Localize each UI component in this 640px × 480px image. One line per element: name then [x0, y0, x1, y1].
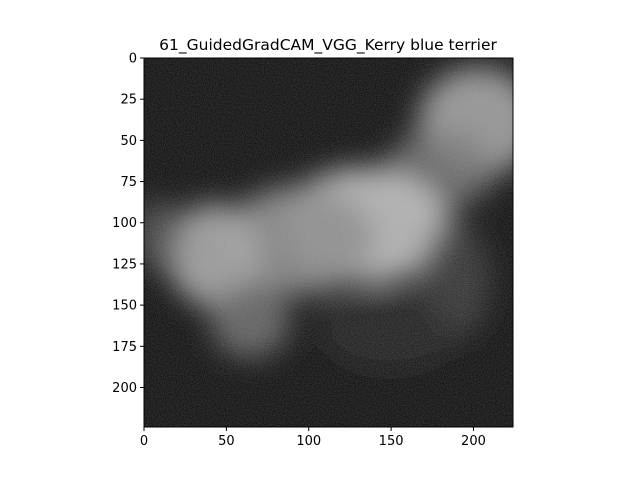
x-tick-label: 100: [296, 434, 321, 449]
saliency-image: [144, 58, 513, 427]
y-tick-label: 150: [112, 299, 137, 314]
image-grain: [144, 58, 513, 427]
y-tick-label: 175: [112, 340, 137, 355]
y-tick-label: 0: [129, 52, 137, 67]
x-tick-label: 150: [379, 434, 404, 449]
y-tick-label: 125: [112, 257, 137, 272]
figure-title: 61_GuidedGradCAM_VGG_Kerry blue terrier: [159, 36, 497, 55]
y-tick-label: 100: [112, 216, 137, 231]
x-tick-label: 200: [461, 434, 486, 449]
x-tick-label: 0: [140, 434, 148, 449]
y-tick-label: 75: [120, 175, 137, 190]
y-tick-label: 25: [120, 93, 137, 108]
x-tick-label: 50: [218, 434, 235, 449]
y-tick-label: 50: [120, 134, 137, 149]
y-tick-label: 200: [112, 381, 137, 396]
axes-frame: [143, 57, 514, 428]
y-axis: 0 25 50 75 100 125 150 175 200: [112, 52, 144, 396]
x-axis: 0 50 100 150 200: [140, 427, 486, 449]
